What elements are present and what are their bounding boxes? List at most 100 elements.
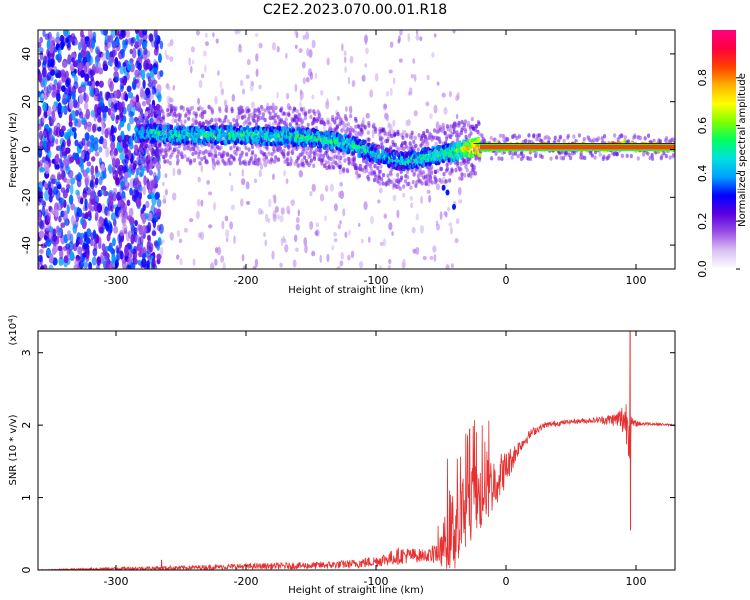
spectrogram-faint-cell [302,77,306,85]
spectrogram-halo-cell [301,161,305,167]
spectrogram-halo-cell [595,138,600,143]
spectrogram-noise-cell [129,187,133,196]
spectrogram-faint-cell [299,101,302,109]
spectrogram-halo-cell [367,137,371,142]
spectrogram-halo-cell [200,156,204,162]
spectrogram-halo-cell [416,173,420,179]
spectrogram-noise-cell [100,170,105,181]
spectrogram-halo-cell [213,161,217,166]
spectrogram-noise-cell [47,150,52,159]
spectrogram-halo-cell [303,155,307,160]
spectrogram-faint-cell [276,213,281,220]
spectrogram-halo-cell [166,108,170,113]
spectrogram-noise-cell [108,163,113,175]
spectrogram-faint-cell [324,215,327,222]
spectrogram-halo-cell [289,158,293,163]
spectrogram-halo-cell [383,131,387,137]
spectrogram-noise-cell [142,185,146,196]
spectrogram-halo-cell [166,159,170,164]
spectrogram-halo-cell [353,155,357,160]
spectrogram-noise-cell [60,39,65,50]
spectrogram-faint-cell [410,73,415,79]
spectrogram-noise-cell [38,105,42,117]
spectrogram-faint-cell [233,235,236,245]
spectrogram-noise-cell [142,41,148,49]
spectrogram-noise-cell [38,69,41,75]
spectrogram-noise-cell [140,165,145,175]
spectrogram-noise-cell [98,80,104,88]
spectrogram-halo-cell [134,144,138,149]
spectrogram-halo-cell [445,136,449,141]
spectrogram-halo-cell [464,164,468,170]
spectrogram-halo-cell [583,155,587,161]
spectrogram-halo-cell [303,126,307,131]
spectrogram-halo-cell [256,114,260,119]
spectrogram-noise-cell [44,33,50,41]
spectrogram-faint-cell [314,230,319,236]
spectrogram-halo-cell [194,150,198,155]
spectrogram-noise-cell [115,245,120,254]
spectrogram-halo-cell [185,157,190,162]
spectrogram-noise-cell [38,145,41,156]
spectrogram-halo-cell [284,117,288,122]
spectrogram-noise-cell [151,86,157,95]
spectrogram-noise-cell [112,237,116,247]
spectrogram-noise-cell [109,50,114,58]
spectrogram-noise-cell [87,210,92,218]
spectrogram-halo-cell [176,158,180,163]
spectrogram-halo-cell [338,164,342,170]
spectrogram-halo-cell [452,129,456,135]
spectrogram-faint-cell [311,94,315,100]
spectrogram-noise-cell [55,138,59,145]
spectrogram-halo-cell [135,151,140,156]
spectrogram-halo-cell [372,170,377,175]
spectrogram-noise-cell [63,87,68,95]
spectrogram-noise-cell [69,184,74,195]
spectrogram-halo-cell [169,107,174,112]
spectrogram-halo-cell [286,161,290,167]
spectrogram-faint-cell [392,194,397,202]
spectrogram-halo-cell [285,157,290,162]
spectrogram-faint-cell [195,30,200,36]
spectrogram-faint-cell [280,237,284,247]
spectrogram-faint-cell [196,198,201,207]
spectrogram-halo-cell [426,141,430,147]
spectrogram-faint-cell [245,74,250,79]
spectrogram-halo-cell [572,134,576,139]
spectrogram-halo-cell [409,135,413,140]
spectrogram-faint-cell [230,204,235,211]
spectrogram-noise-cell [69,156,75,163]
spectrogram-faint-cell [284,243,289,253]
spectrogram-halo-cell [445,166,450,172]
spectrogram-noise-cell [119,65,125,75]
spectrogram-faint-cell [309,190,313,197]
spectrogram-halo-cell [174,118,178,124]
spectrogram-ridge-cell [312,143,317,148]
spectrogram-faint-cell [309,220,314,230]
spectrogram-halo-cell [149,112,154,118]
spectrogram-halo-cell [396,172,400,178]
spectrogram-faint-cell [347,254,351,261]
spectrogram-noise-cell [133,258,138,265]
spectrogram-faint-cell [231,94,236,102]
spectrogram-halo-cell [442,125,446,131]
spectrogram-halo-cell [254,108,258,113]
spectrogram-halo-cell [540,154,544,160]
spectrogram-noise-cell [38,72,43,83]
spectrogram-noise-cell [63,255,69,264]
spectrogram-noise-cell [143,175,147,186]
spectrogram-noise-cell [78,61,82,72]
spectrogram-faint-cell [294,30,298,35]
spectrogram-noise-cell [124,93,129,102]
spectrogram-faint-cell [379,164,383,169]
spectrogram-faint-cell [439,211,443,220]
spectrogram-faint-cell [333,232,337,237]
spectrogram-noise-cell [38,211,42,219]
spectrogram-faint-cell [169,231,174,241]
spectrogram-faint-cell [311,250,316,257]
spectrogram-halo-cell [176,149,181,154]
spectrogram-halo-cell [532,133,536,138]
spectrogram-faint-cell [450,263,454,269]
